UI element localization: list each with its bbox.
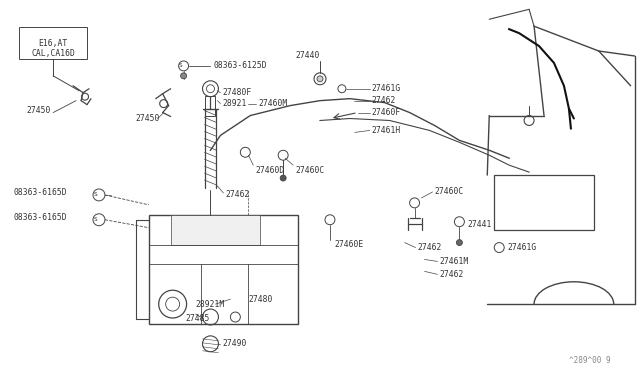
Text: 27460F: 27460F	[372, 108, 401, 117]
Text: S: S	[94, 217, 98, 222]
Text: 27462: 27462	[440, 270, 464, 279]
Text: 27462: 27462	[417, 243, 442, 252]
Text: 08363-6125D: 08363-6125D	[214, 61, 267, 70]
Text: ^289^00 9: ^289^00 9	[569, 356, 611, 365]
Bar	[494, 175, 594, 230]
Text: CAL,CA16D: CAL,CA16D	[31, 48, 75, 58]
Bar	[171, 215, 260, 244]
Text: 27490: 27490	[223, 339, 247, 348]
Circle shape	[280, 175, 286, 181]
Circle shape	[456, 240, 462, 246]
Text: 27440: 27440	[296, 51, 320, 61]
Circle shape	[180, 73, 187, 79]
Text: 27460C: 27460C	[435, 187, 464, 196]
Text: S: S	[94, 192, 98, 198]
Text: 27460M: 27460M	[259, 99, 287, 108]
Text: 28921: 28921	[223, 99, 247, 108]
Text: 27462: 27462	[372, 96, 396, 105]
Text: 27461G: 27461G	[507, 243, 536, 252]
Bar	[19, 27, 87, 59]
Text: 27460E: 27460E	[335, 240, 364, 249]
Text: 27441: 27441	[467, 220, 492, 229]
Text: 27460C: 27460C	[295, 166, 324, 174]
Text: 28921M: 28921M	[196, 299, 225, 309]
Text: E16,AT: E16,AT	[38, 39, 68, 48]
Text: 27480F: 27480F	[223, 88, 252, 97]
Text: 27462: 27462	[225, 190, 250, 199]
Text: 27460D: 27460D	[255, 166, 285, 174]
Text: 27450: 27450	[136, 114, 160, 123]
Text: 27461H: 27461H	[372, 126, 401, 135]
Text: 27461M: 27461M	[440, 257, 468, 266]
Bar	[148, 215, 298, 324]
Circle shape	[317, 76, 323, 82]
Text: 08363-6165D: 08363-6165D	[13, 189, 67, 198]
Text: 27461G: 27461G	[372, 84, 401, 93]
Text: 27485: 27485	[186, 314, 210, 324]
Bar	[205, 96, 216, 116]
Text: 27450: 27450	[26, 106, 51, 115]
Text: 08363-6165D: 08363-6165D	[13, 213, 67, 222]
Text: 27480: 27480	[248, 295, 273, 304]
Text: S: S	[179, 63, 182, 68]
